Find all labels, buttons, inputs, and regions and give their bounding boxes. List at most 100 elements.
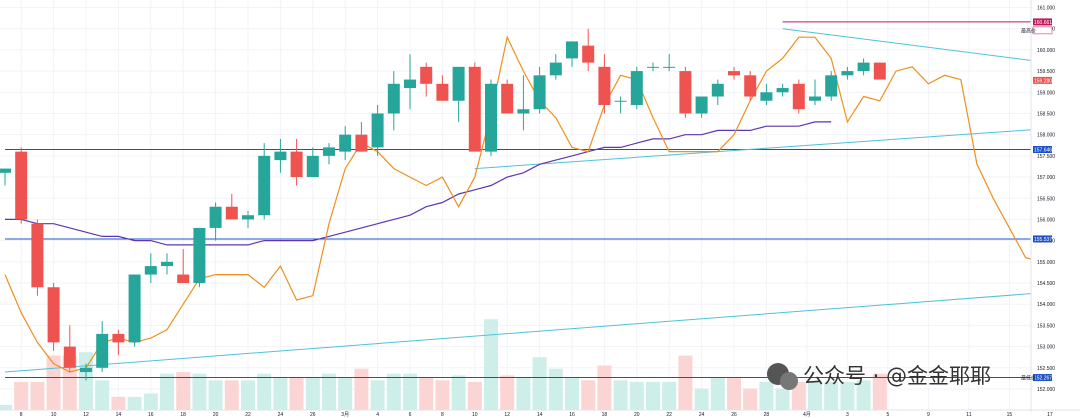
volume-bar (273, 377, 288, 410)
y-tick-label: 160.000 (1037, 48, 1055, 54)
candle-body (404, 79, 416, 89)
candle-body (452, 66, 465, 101)
volume-bar (111, 396, 126, 410)
y-tick-label: 157.500 (1037, 154, 1055, 160)
candle-body (339, 134, 352, 152)
candle-body (420, 66, 433, 84)
y-tick-label: 155.000 (1037, 260, 1055, 266)
volume-bar (386, 373, 401, 410)
volume-bar (435, 380, 450, 410)
volume-bar (305, 377, 320, 410)
x-tick-label: 3 (846, 412, 849, 418)
price-label-box (1033, 146, 1052, 154)
x-tick-label: 28 (764, 412, 770, 418)
volume-bar (516, 377, 531, 410)
volume-bar (743, 388, 758, 410)
candle-body (485, 83, 497, 152)
volume-bar (160, 373, 174, 410)
candle-body (728, 71, 740, 76)
candle-body (128, 274, 141, 343)
volume-bar (257, 373, 272, 410)
candle-body (533, 75, 546, 110)
volume-bar (62, 355, 77, 410)
candle-body (647, 66, 659, 68)
volume-bar (0, 405, 12, 410)
trend-line (4, 289, 1080, 373)
volume-bar (143, 393, 158, 410)
candle-body (857, 62, 870, 72)
x-tick-label: 18 (180, 412, 186, 418)
volume-bar (467, 381, 482, 410)
candle-body (663, 66, 676, 68)
volume-bar (176, 372, 191, 410)
x-tick-label: 20 (213, 412, 219, 418)
candle-body (274, 151, 287, 161)
volume-bar (451, 375, 466, 410)
volume-bar (597, 365, 612, 410)
y-tick-label: 154.500 (1037, 281, 1055, 287)
trend-lines (4, 28, 1080, 373)
y-tick-label: 158.500 (1037, 111, 1055, 117)
price-label-value: 155.537 (1034, 237, 1052, 243)
candle-body (209, 206, 222, 228)
volume-bar (322, 373, 336, 410)
x-tick-label: 26 (310, 412, 316, 418)
watermark: 公众号 · @金金耶耶 (767, 363, 991, 390)
candle-body (468, 66, 481, 152)
x-tick-label: 10 (472, 412, 478, 418)
y-tick-label: 156.000 (1037, 217, 1055, 223)
candle-body (517, 109, 530, 114)
volume-bar (646, 381, 660, 410)
volume-bar (613, 380, 628, 410)
volume-bar (824, 381, 839, 410)
candle-body (323, 147, 335, 156)
x-tick-label: 24 (699, 412, 705, 418)
y-tick-label: 158.000 (1037, 133, 1055, 139)
price-label-box (1033, 76, 1052, 84)
candle-body (582, 45, 595, 63)
x-tick-label: 22 (666, 412, 672, 418)
candle-body (630, 71, 643, 105)
x-tick-label: 4 (376, 412, 379, 418)
candle-body (47, 287, 60, 343)
candle-body (792, 83, 805, 110)
candle-body (760, 92, 773, 101)
x-tick-label: 12 (83, 412, 89, 418)
price-axis (1030, 0, 1080, 418)
y-tick-label: 152.500 (1037, 366, 1055, 372)
x-tick-label: 16 (148, 412, 154, 418)
candle-body (193, 227, 206, 284)
x-tick-label: 8 (441, 412, 444, 418)
volume-bar (127, 396, 142, 410)
x-tick-label: 24 (278, 412, 284, 418)
lagging-line (4, 35, 1080, 373)
volume-bar (678, 355, 693, 410)
candle-body (809, 96, 821, 101)
candle-body (566, 41, 578, 59)
candle-body (96, 333, 109, 368)
volume-bar (662, 381, 677, 410)
volume-bar (79, 352, 93, 410)
price-label-box (1033, 235, 1052, 243)
price-label-value: 160.661 (1034, 20, 1052, 26)
candle-body (387, 83, 400, 114)
volume-bar (856, 380, 871, 410)
x-tick-label: 12 (504, 412, 510, 418)
y-tick-label: 157.000 (1037, 175, 1055, 181)
x-tick-label: 18 (602, 412, 608, 418)
candle-body (614, 100, 627, 102)
candle-body (744, 75, 757, 97)
candle-body (841, 71, 854, 76)
volume-bar (581, 380, 596, 410)
volume-bar (500, 375, 515, 410)
volume-bar (419, 377, 434, 410)
trend-line (782, 28, 1080, 68)
y-tick-labels: 161.000160.500160.000159.500159.000158.5… (1037, 6, 1055, 394)
wechat-logo-bubble-right-icon (780, 372, 798, 390)
indicator-lines (4, 35, 1080, 373)
x-tick-label: 6 (409, 412, 412, 418)
y-tick-label: 159.000 (1037, 90, 1055, 96)
volume-bar (354, 368, 369, 410)
